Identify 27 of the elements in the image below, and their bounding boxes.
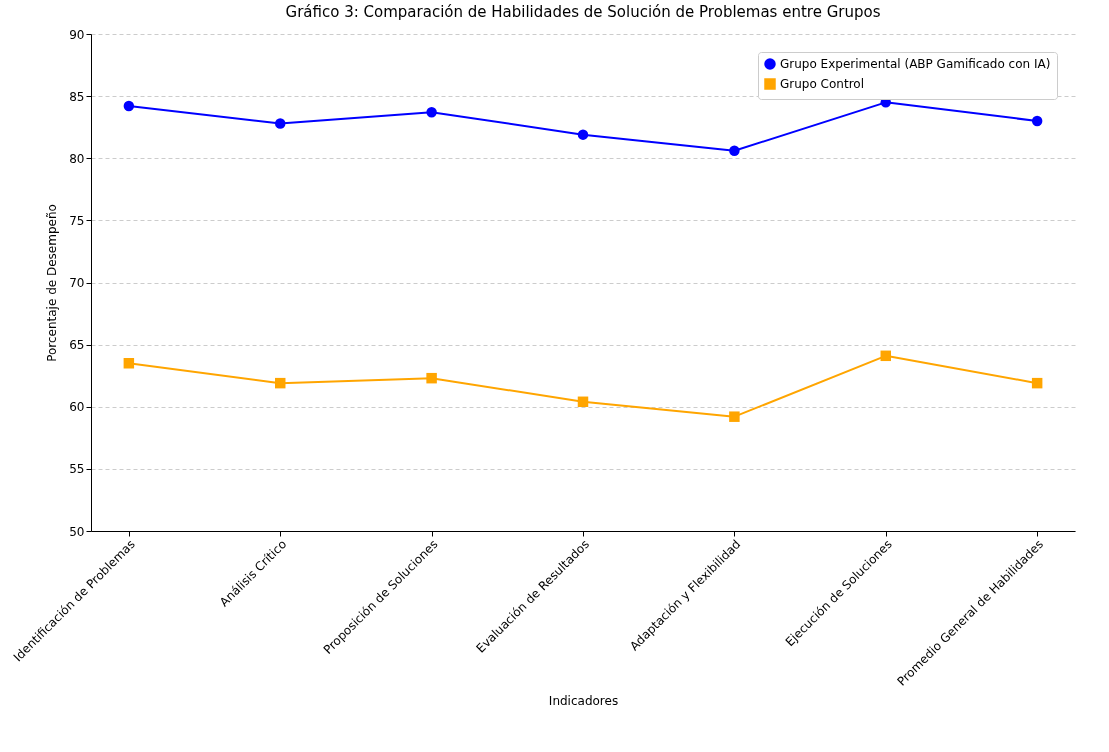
point bbox=[274, 118, 286, 129]
y-tick-label: 50 bbox=[69, 524, 85, 539]
y-tick-label: 60 bbox=[69, 400, 85, 415]
y-axis-title: Porcentaje de Desempeño bbox=[45, 204, 60, 362]
y-tick-label: 65 bbox=[69, 338, 85, 353]
point bbox=[729, 145, 740, 157]
y-tick-label: 80 bbox=[69, 151, 85, 166]
chart-title: Gráfico 3: Comparación de Habilidades de Solución de Problemas entre Grupos bbox=[285, 3, 881, 21]
legend-label: Grupo Control bbox=[780, 77, 864, 91]
legend-label: Grupo Experimental (ABP Gamificado con IA) bbox=[780, 57, 1051, 71]
y-tick-label: 70 bbox=[69, 276, 85, 290]
point bbox=[1031, 377, 1043, 389]
y-tick-label: 75 bbox=[69, 213, 85, 228]
y-tick-label: 55 bbox=[69, 462, 85, 477]
point bbox=[426, 107, 437, 118]
point bbox=[274, 377, 286, 389]
point bbox=[1031, 115, 1043, 127]
point bbox=[123, 358, 135, 369]
point bbox=[880, 350, 892, 362]
point bbox=[577, 396, 589, 408]
point bbox=[123, 100, 135, 112]
point bbox=[577, 129, 589, 140]
y-tick-label: 90 bbox=[69, 27, 85, 42]
x-axis-title: Indicadores bbox=[548, 693, 619, 708]
point bbox=[729, 411, 740, 422]
y-tick-label: 85 bbox=[69, 89, 85, 104]
point bbox=[426, 372, 437, 384]
